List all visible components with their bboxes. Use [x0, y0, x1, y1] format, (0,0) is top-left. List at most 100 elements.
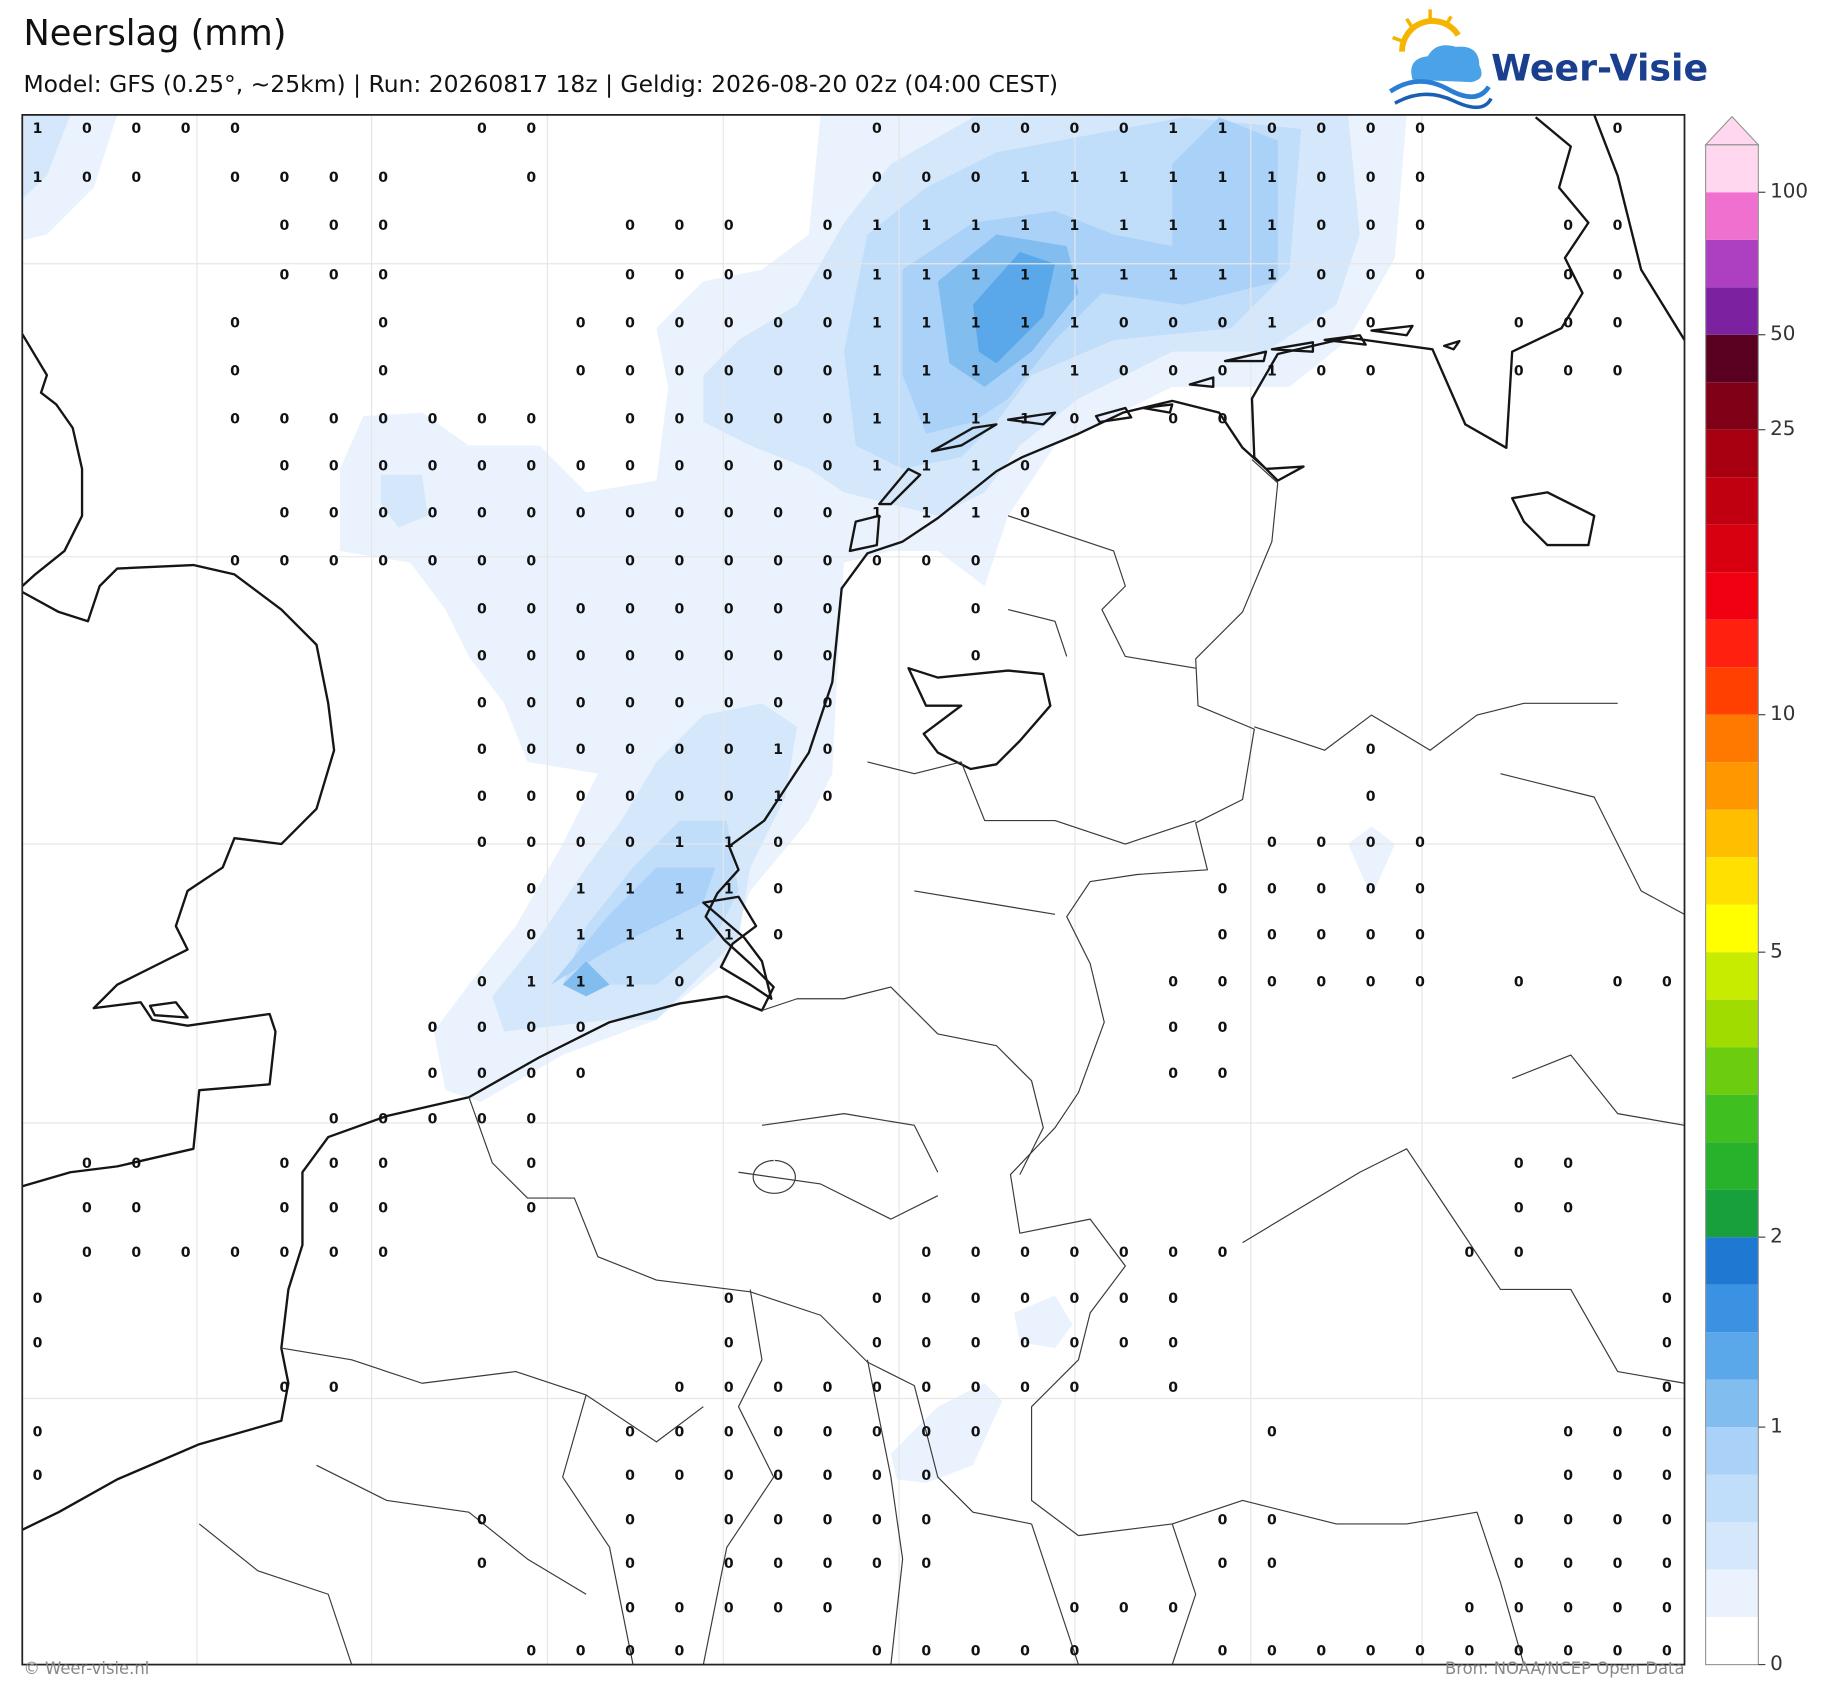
value-label: 0 — [724, 1335, 734, 1351]
value-label: 0 — [724, 1468, 734, 1484]
value-label: 0 — [1316, 882, 1326, 898]
value-label: 1 — [872, 364, 882, 380]
value-labels: 1 0 0 0 0 0 0 0 0 0 0 0 1 1 0 0 0 0 0 1 0 0 0 0 0 0 0 0 0 0 1 1 1 1 1 1 0 0 0 0… — [33, 121, 1672, 1660]
value-label: 0 — [526, 1201, 536, 1217]
value-label: 1 — [1168, 170, 1178, 186]
value-label: 0 — [625, 1424, 635, 1440]
value-label: 0 — [823, 648, 833, 664]
value-label: 0 — [329, 267, 339, 283]
value-label: 0 — [576, 505, 586, 521]
value-label: 0 — [971, 554, 981, 570]
value-label: 0 — [1563, 364, 1573, 380]
value-label: 0 — [773, 554, 783, 570]
value-label: 0 — [1267, 1644, 1277, 1660]
value-label: 0 — [378, 1201, 388, 1217]
value-label: 0 — [1218, 927, 1228, 943]
value-label: 0 — [971, 121, 981, 137]
value-label: 1 — [1267, 218, 1277, 234]
value-label: 0 — [872, 121, 882, 137]
value-label: 0 — [773, 459, 783, 475]
value-label: 0 — [477, 974, 487, 990]
value-label: 0 — [1069, 1335, 1079, 1351]
value-label: 0 — [279, 170, 289, 186]
value-label: 0 — [724, 554, 734, 570]
value-label: 0 — [1514, 316, 1524, 332]
value-label: 1 — [1267, 267, 1277, 283]
value-label: 1 — [1119, 170, 1129, 186]
value-label: 0 — [477, 505, 487, 521]
logo: Weer-Visie — [1388, 9, 1708, 110]
value-label: 0 — [1662, 1600, 1672, 1616]
value-label: 1 — [1218, 170, 1228, 186]
value-label: 0 — [279, 1201, 289, 1217]
value-label: 0 — [823, 459, 833, 475]
value-label: 0 — [131, 1156, 141, 1172]
value-label: 0 — [724, 412, 734, 428]
value-label: 0 — [428, 1020, 438, 1036]
colorbar-segment — [1705, 952, 1759, 1000]
value-label: 0 — [1267, 882, 1277, 898]
value-label: 1 — [872, 505, 882, 521]
value-label: 1 — [724, 927, 734, 943]
colorbar-tick-label: 0 — [1770, 1652, 1783, 1675]
value-label: 0 — [1366, 742, 1376, 758]
value-label: 0 — [1218, 412, 1228, 428]
value-label: 0 — [971, 648, 981, 664]
colorbar-segment — [1705, 714, 1759, 763]
value-label: 0 — [1267, 1512, 1277, 1528]
value-label: 0 — [1119, 1600, 1129, 1616]
value-label: 0 — [526, 695, 536, 711]
value-label: 0 — [674, 1468, 684, 1484]
value-label: 0 — [1415, 121, 1425, 137]
value-label: 0 — [823, 1380, 833, 1396]
value-label: 0 — [724, 1512, 734, 1528]
value-label: 0 — [724, 505, 734, 521]
value-label: 0 — [773, 927, 783, 943]
value-label: 0 — [1415, 1644, 1425, 1660]
value-label: 0 — [872, 1291, 882, 1307]
value-label: 0 — [921, 1556, 931, 1572]
value-label: 0 — [1168, 1245, 1178, 1261]
value-label: 0 — [724, 695, 734, 711]
value-label: 0 — [477, 742, 487, 758]
value-label: 0 — [131, 1245, 141, 1261]
value-label: 0 — [674, 218, 684, 234]
value-label: 0 — [230, 412, 240, 428]
value-label: 0 — [921, 1468, 931, 1484]
value-label: 0 — [279, 1380, 289, 1396]
value-label: 0 — [181, 1245, 191, 1261]
value-label: 0 — [921, 1512, 931, 1528]
value-label: 0 — [773, 1380, 783, 1396]
value-label: 0 — [1316, 364, 1326, 380]
value-label: 0 — [724, 789, 734, 805]
value-label: 0 — [1514, 1556, 1524, 1572]
value-label: 0 — [823, 742, 833, 758]
value-label: 0 — [724, 364, 734, 380]
value-label: 1 — [1020, 218, 1030, 234]
colorbar-tick-label: 5 — [1770, 940, 1783, 963]
value-label: 0 — [1316, 170, 1326, 186]
value-label: 0 — [625, 218, 635, 234]
value-label: 0 — [1267, 835, 1277, 851]
colorbar-tick-label: 100 — [1770, 180, 1808, 203]
value-label: 0 — [428, 459, 438, 475]
value-label: 0 — [576, 742, 586, 758]
value-label: 0 — [230, 316, 240, 332]
value-label: 0 — [526, 789, 536, 805]
value-label: 0 — [625, 554, 635, 570]
value-label: 0 — [1020, 1644, 1030, 1660]
value-label: 0 — [1662, 974, 1672, 990]
colorbar-segment — [1705, 239, 1759, 288]
value-label: 0 — [773, 835, 783, 851]
value-label: 0 — [1218, 882, 1228, 898]
value-label: 0 — [1069, 1644, 1079, 1660]
value-label: 1 — [921, 364, 931, 380]
value-label: 0 — [1514, 1512, 1524, 1528]
value-label: 1 — [971, 364, 981, 380]
value-label: 0 — [1168, 316, 1178, 332]
colorbar-segment — [1705, 809, 1759, 858]
value-label: 0 — [1563, 316, 1573, 332]
value-label: 0 — [724, 1556, 734, 1572]
colorbar-segment — [1705, 382, 1759, 430]
value-label: 0 — [329, 554, 339, 570]
